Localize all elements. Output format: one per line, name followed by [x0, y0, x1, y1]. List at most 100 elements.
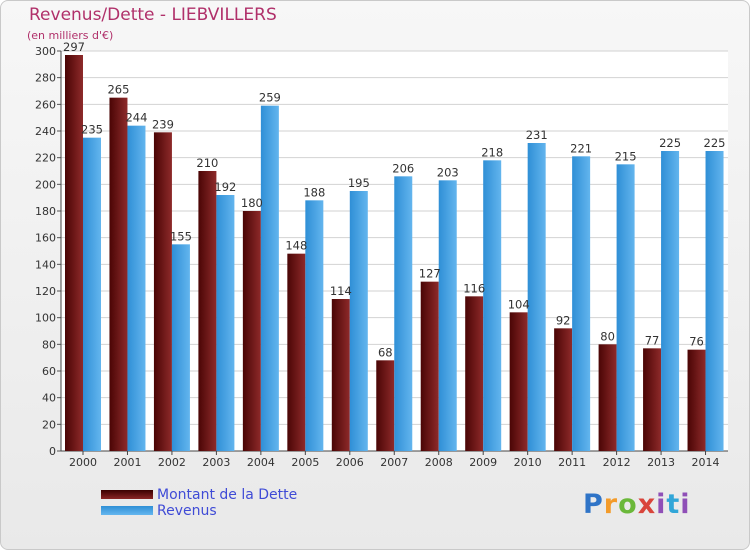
data-label-debt: 76 — [689, 335, 704, 349]
data-label-debt: 148 — [285, 239, 307, 253]
bar-debt — [465, 296, 484, 451]
bar-debt — [509, 312, 528, 451]
data-label-debt: 116 — [463, 281, 485, 295]
y-tick-label: 60 — [42, 365, 56, 378]
y-tick-label: 200 — [35, 178, 56, 191]
proxiti-logo: Proxiti — [583, 489, 691, 520]
data-label-revenue: 221 — [570, 141, 592, 155]
y-tick-label: 40 — [42, 392, 56, 405]
x-tick-label: 2014 — [692, 456, 720, 469]
bar-debt — [65, 55, 83, 451]
y-tick-label: 140 — [35, 258, 56, 271]
data-label-revenue: 206 — [392, 161, 414, 175]
data-label-revenue: 203 — [437, 165, 459, 179]
bar-debt — [287, 253, 306, 451]
bar-revenue — [127, 125, 146, 452]
bar-debt — [153, 132, 172, 452]
x-tick-label: 2009 — [469, 456, 497, 469]
chart-title: Revenus/Dette - LIEBVILLERS — [29, 5, 277, 25]
x-tick-label: 2001 — [113, 456, 141, 469]
data-label-debt: 92 — [556, 313, 571, 327]
bar-debt — [420, 281, 439, 451]
data-label-revenue: 244 — [125, 111, 147, 125]
bar-revenue — [572, 156, 591, 452]
y-tick-label: 160 — [35, 232, 56, 245]
bar-revenue — [705, 151, 724, 451]
y-tick-label: 100 — [35, 312, 56, 325]
chart-subtitle: (en milliers d'€) — [27, 29, 114, 42]
bar-debt — [198, 171, 217, 451]
bar-revenue — [216, 195, 235, 451]
data-label-debt: 265 — [107, 83, 129, 97]
data-label-revenue: 235 — [81, 123, 103, 137]
x-tick-label: 2011 — [558, 456, 586, 469]
data-label-debt: 77 — [645, 333, 660, 347]
x-tick-label: 2006 — [336, 456, 364, 469]
y-tick-label: 120 — [35, 285, 56, 298]
legend-swatch-debt — [101, 490, 153, 499]
y-tick-label: 300 — [35, 45, 56, 58]
bar-debt — [109, 97, 128, 452]
legend-swatch-revenue — [101, 506, 153, 515]
data-label-debt: 239 — [152, 117, 174, 131]
y-tick-label: 260 — [35, 98, 56, 111]
bar-revenue — [305, 200, 324, 451]
bar-debt — [331, 299, 350, 451]
data-label-revenue: 231 — [526, 128, 548, 142]
x-tick-label: 2013 — [647, 456, 675, 469]
bar-debt — [554, 328, 573, 451]
bar-revenue — [438, 180, 457, 452]
x-tick-label: 2005 — [291, 456, 319, 469]
x-tick-label: 2007 — [380, 456, 408, 469]
bar-revenue — [661, 151, 680, 451]
x-tick-label: 2003 — [202, 456, 230, 469]
bar-debt — [598, 344, 617, 451]
data-label-debt: 127 — [419, 267, 441, 281]
bar-debt — [376, 360, 395, 451]
data-label-debt: 104 — [508, 297, 530, 311]
x-tick-label: 2002 — [158, 456, 186, 469]
x-tick-label: 2004 — [247, 456, 275, 469]
data-label-revenue: 225 — [659, 136, 681, 150]
data-label-revenue: 195 — [348, 176, 370, 190]
data-label-debt: 80 — [600, 329, 615, 343]
data-label-revenue: 259 — [259, 91, 281, 105]
bar-revenue — [616, 164, 635, 452]
bar-revenue — [394, 176, 413, 452]
data-label-revenue: 218 — [481, 145, 503, 159]
legend-label-revenue: Revenus — [157, 503, 217, 519]
data-label-debt: 297 — [63, 40, 85, 54]
bar-revenue — [260, 105, 279, 452]
bar-revenue — [527, 143, 546, 451]
data-label-debt: 180 — [241, 196, 263, 210]
bar-debt — [242, 211, 261, 451]
data-label-revenue: 188 — [303, 185, 325, 199]
x-tick-label: 2010 — [514, 456, 542, 469]
y-tick-label: 20 — [42, 418, 56, 431]
bar-revenue — [171, 244, 190, 451]
x-tick-label: 2000 — [69, 456, 97, 469]
y-tick-label: 0 — [49, 445, 56, 458]
data-label-debt: 210 — [196, 156, 218, 170]
data-label-revenue: 155 — [170, 229, 192, 243]
bar-revenue — [349, 191, 368, 451]
x-tick-label: 2008 — [425, 456, 453, 469]
bar-debt — [643, 348, 662, 451]
data-label-debt: 114 — [330, 284, 352, 298]
bar-debt — [687, 349, 706, 451]
y-tick-label: 240 — [35, 125, 56, 138]
bar-revenue — [483, 160, 502, 452]
data-label-revenue: 215 — [615, 149, 637, 163]
data-label-revenue: 192 — [214, 180, 236, 194]
y-tick-label: 80 — [42, 338, 56, 351]
data-label-debt: 68 — [378, 345, 393, 359]
bar-revenue — [83, 137, 101, 451]
legend-label-debt: Montant de la Dette — [157, 487, 298, 503]
y-tick-label: 280 — [35, 72, 56, 85]
y-tick-label: 220 — [35, 152, 56, 165]
data-label-revenue: 225 — [704, 136, 726, 150]
x-tick-label: 2012 — [603, 456, 631, 469]
y-tick-label: 180 — [35, 205, 56, 218]
